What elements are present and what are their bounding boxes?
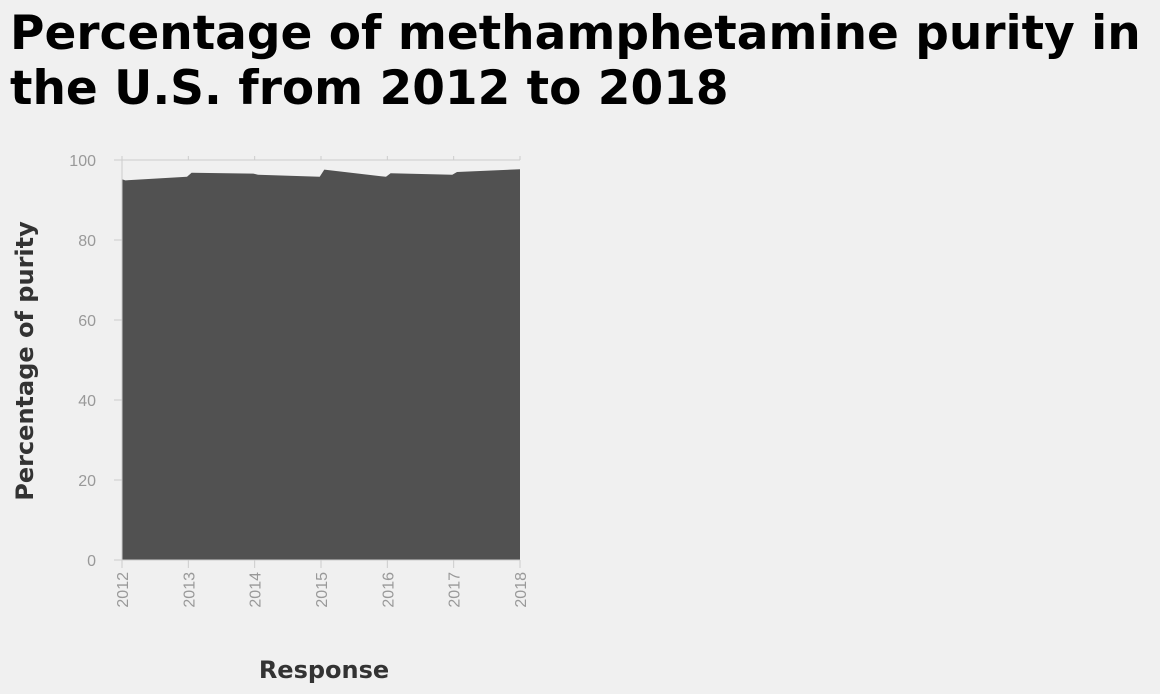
- x-tick-label: 2014: [248, 572, 265, 608]
- x-tick-label: 2017: [447, 572, 464, 608]
- x-axis-title: Response: [259, 656, 389, 684]
- x-axis: 2012 2013 2014 2015 2016 2017 2018: [115, 156, 530, 608]
- y-axis-title: Percentage of purity: [11, 221, 39, 501]
- x-tick-label: 2012: [115, 572, 132, 608]
- x-tick-label: 2016: [380, 572, 397, 608]
- y-tick-label: 60: [78, 313, 96, 330]
- x-tick-label: 2013: [181, 572, 198, 608]
- y-tick-label: 40: [78, 393, 96, 410]
- y-tick-label: 0: [87, 553, 96, 570]
- y-tick-label: 20: [78, 473, 96, 490]
- plot-area: [122, 169, 520, 560]
- y-tick-label: 80: [78, 233, 96, 250]
- y-tick-label: 100: [69, 153, 96, 170]
- y-axis: 0 20 40 60 80 100: [69, 153, 123, 570]
- chart-title: Percentage of methamphetamine purity in …: [10, 6, 1141, 116]
- x-tick-label: 2018: [513, 572, 530, 608]
- area-series: [122, 169, 520, 560]
- x-tick-label: 2015: [314, 572, 331, 608]
